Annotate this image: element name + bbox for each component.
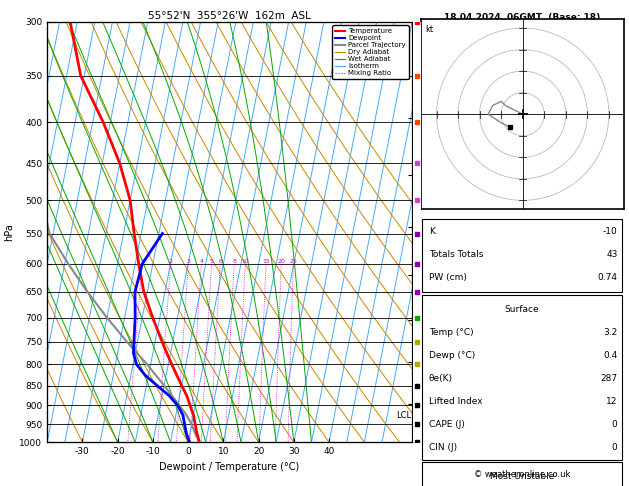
Title: 55°52'N  355°26'W  162m  ASL: 55°52'N 355°26'W 162m ASL — [148, 11, 311, 21]
Text: 0.74: 0.74 — [598, 273, 618, 282]
Temperature — [163, 350, 170, 356]
Dewpoint — [131, 315, 139, 321]
Parcel Trajectory — [36, 120, 43, 125]
Text: © weatheronline.co.uk: © weatheronline.co.uk — [474, 470, 571, 479]
Line: Temperature: Temperature — [70, 22, 199, 442]
Parcel Trajectory — [35, 160, 43, 166]
Temperature — [178, 382, 186, 388]
Temperature — [130, 230, 138, 236]
Temperature — [77, 73, 84, 79]
Temperature — [173, 372, 181, 378]
Dewpoint — [159, 230, 166, 236]
Text: CIN (J): CIN (J) — [429, 443, 457, 451]
Parcel Trajectory — [196, 439, 203, 445]
Parcel Trajectory — [103, 315, 111, 321]
Text: 4: 4 — [199, 259, 203, 264]
Temperature — [193, 431, 201, 436]
Parcel Trajectory — [38, 197, 46, 203]
Dewpoint — [138, 261, 146, 267]
Dewpoint — [186, 439, 193, 445]
Text: Lifted Index: Lifted Index — [429, 397, 482, 406]
Text: 0: 0 — [612, 443, 618, 451]
Temperature — [191, 421, 199, 427]
Temperature — [186, 402, 194, 408]
Text: kt: kt — [425, 25, 433, 34]
Parcel Trajectory — [84, 289, 91, 295]
Text: CAPE (J): CAPE (J) — [429, 419, 465, 429]
Temperature — [149, 315, 157, 321]
Line: Dewpoint: Dewpoint — [133, 233, 189, 442]
Text: Totals Totals: Totals Totals — [429, 250, 483, 259]
Temperature — [159, 339, 166, 345]
Temperature — [116, 160, 123, 166]
X-axis label: Dewpoint / Temperature (°C): Dewpoint / Temperature (°C) — [160, 462, 299, 472]
Temperature — [196, 439, 203, 445]
Text: 15: 15 — [262, 259, 270, 264]
Parcel Trajectory — [182, 412, 190, 418]
Parcel Trajectory — [143, 362, 151, 367]
Temperature — [190, 412, 198, 418]
Text: 5: 5 — [209, 259, 213, 264]
Text: Dewp (°C): Dewp (°C) — [429, 350, 475, 360]
Dewpoint — [142, 372, 149, 378]
Temperature — [183, 393, 191, 399]
Parcel Trajectory — [175, 402, 183, 408]
Text: 1: 1 — [140, 259, 144, 264]
Parcel Trajectory — [191, 431, 199, 436]
Text: 2: 2 — [169, 259, 172, 264]
Bar — [423, 463, 621, 486]
Dewpoint — [131, 289, 139, 295]
Text: PW (cm): PW (cm) — [429, 273, 467, 282]
Parcel Trajectory — [46, 230, 53, 236]
Temperature — [99, 120, 107, 125]
Text: 20: 20 — [277, 259, 285, 264]
Dewpoint — [153, 382, 161, 388]
Y-axis label: hPa: hPa — [4, 223, 14, 241]
Temperature — [67, 19, 74, 25]
Parcel Trajectory — [123, 339, 131, 345]
Text: LCL: LCL — [396, 411, 411, 419]
Bar — [423, 219, 621, 292]
Y-axis label: km
ASL: km ASL — [424, 224, 443, 241]
Text: 18.04.2024  06GMT  (Base: 18): 18.04.2024 06GMT (Base: 18) — [444, 13, 600, 22]
Parcel Trajectory — [160, 382, 168, 388]
Parcel Trajectory — [188, 421, 196, 427]
Legend: Temperature, Dewpoint, Parcel Trajectory, Dry Adiabat, Wet Adiabat, Isotherm, Mi: Temperature, Dewpoint, Parcel Trajectory… — [332, 25, 408, 79]
Text: Temp (°C): Temp (°C) — [429, 328, 473, 337]
Text: 25: 25 — [289, 259, 298, 264]
Text: 0: 0 — [612, 419, 618, 429]
Dewpoint — [174, 402, 182, 408]
Text: -10: -10 — [603, 227, 618, 236]
Text: 6: 6 — [218, 259, 222, 264]
Dewpoint — [133, 362, 140, 367]
Line: Parcel Trajectory: Parcel Trajectory — [39, 22, 199, 442]
Dewpoint — [181, 421, 189, 427]
Text: θe(K): θe(K) — [429, 374, 453, 382]
Text: 8: 8 — [232, 259, 236, 264]
Text: Surface: Surface — [504, 305, 540, 313]
Dewpoint — [130, 350, 137, 356]
Text: K: K — [429, 227, 435, 236]
Temperature — [140, 289, 148, 295]
Temperature — [168, 362, 175, 367]
Bar — [423, 295, 621, 460]
Dewpoint — [130, 339, 138, 345]
Text: 3: 3 — [186, 259, 190, 264]
Text: 10: 10 — [242, 259, 249, 264]
Text: 0.4: 0.4 — [603, 350, 618, 360]
Text: 3.2: 3.2 — [603, 328, 618, 337]
Temperature — [135, 261, 143, 267]
Text: 12: 12 — [606, 397, 618, 406]
Dewpoint — [165, 393, 173, 399]
Text: 43: 43 — [606, 250, 618, 259]
Parcel Trajectory — [38, 73, 46, 79]
Temperature — [126, 197, 134, 203]
Dewpoint — [182, 431, 190, 436]
Parcel Trajectory — [65, 261, 72, 267]
Text: 287: 287 — [601, 374, 618, 382]
Parcel Trajectory — [42, 19, 49, 25]
Dewpoint — [179, 412, 187, 418]
Text: Most Unstable: Most Unstable — [490, 472, 554, 481]
